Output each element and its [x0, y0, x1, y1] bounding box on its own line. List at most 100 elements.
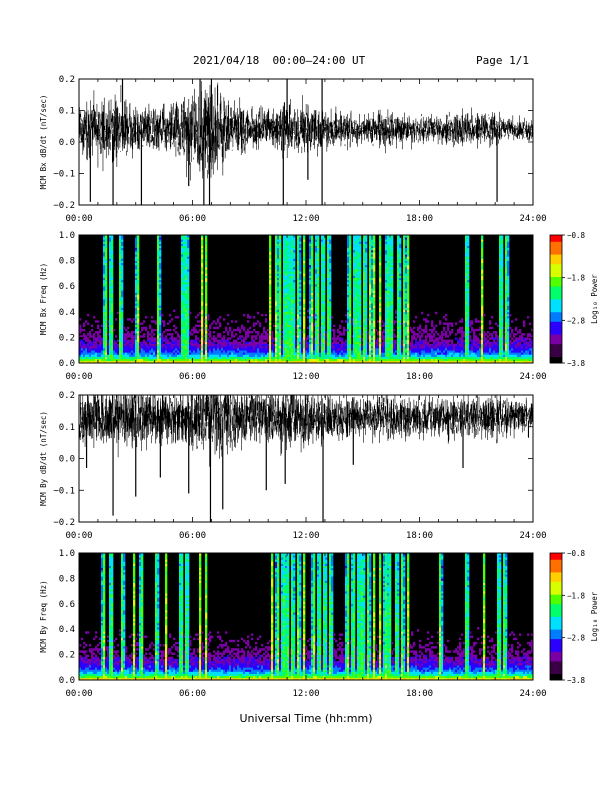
heatmap-cell	[299, 333, 302, 336]
heatmap-cell	[191, 350, 194, 353]
heatmap-cell	[285, 356, 288, 360]
heatmap-cell	[401, 322, 404, 325]
heatmap-cell	[111, 249, 114, 253]
heatmap-cell	[365, 290, 368, 293]
heatmap-cell	[113, 354, 116, 357]
heatmap-cell	[137, 328, 140, 332]
heatmap-cell	[383, 358, 386, 362]
heatmap-cell	[157, 348, 160, 351]
heatmap-cell	[109, 249, 112, 253]
heatmap-cell	[113, 328, 116, 332]
heatmap-cell	[111, 356, 114, 360]
heatmap-cell	[287, 256, 290, 259]
heatmap-cell	[319, 333, 322, 336]
heatmap-cell	[201, 352, 204, 355]
heatmap-cell	[265, 313, 268, 317]
heatmap-cell	[365, 296, 368, 300]
heatmap-cell	[181, 290, 184, 293]
heatmap-cell	[393, 328, 396, 332]
heatmap-cell	[289, 316, 292, 319]
heatmap-cell	[205, 358, 208, 362]
heatmap-cell	[109, 286, 112, 289]
heatmap-cell	[349, 331, 352, 334]
heatmap-cell	[79, 345, 82, 349]
heatmap-cell	[109, 348, 112, 351]
heatmap-cell	[193, 331, 196, 334]
heatmap-cell	[289, 328, 292, 332]
heatmap-cell	[395, 358, 398, 362]
heatmap-cell	[187, 245, 190, 249]
heatmap-cell	[333, 358, 336, 362]
heatmap-cell	[201, 237, 204, 240]
heatmap-cell	[283, 254, 286, 257]
heatmap-cell	[223, 348, 226, 351]
heatmap-cell	[285, 343, 288, 347]
heatmap-cell	[397, 335, 400, 338]
heatmap-cell	[205, 311, 208, 315]
heatmap-cell	[159, 345, 162, 349]
heatmap-cell	[379, 275, 382, 278]
heatmap-cell	[239, 331, 242, 334]
heatmap-cell	[317, 313, 320, 317]
heatmap-cell	[397, 292, 400, 296]
heatmap-cell	[279, 271, 282, 274]
heatmap-cell	[105, 284, 108, 287]
heatmap-cell	[359, 254, 362, 257]
heatmap-cell	[103, 350, 106, 353]
heatmap-cell	[379, 264, 382, 268]
heatmap-cell	[359, 286, 362, 289]
heatmap-cell	[363, 348, 366, 351]
heatmap-cell	[313, 345, 316, 349]
heatmap-cell	[205, 271, 208, 274]
heatmap-cell	[289, 271, 292, 274]
heatmap-cell	[231, 358, 234, 362]
heatmap-cell	[185, 237, 188, 240]
heatmap-cell	[227, 350, 230, 353]
heatmap-cell	[179, 335, 182, 338]
heatmap-cell	[387, 348, 390, 351]
heatmap-cell	[173, 341, 176, 345]
heatmap-cell	[297, 267, 300, 270]
heatmap-cell	[175, 343, 178, 347]
heatmap-cell	[127, 360, 130, 364]
heatmap-cell	[379, 241, 382, 244]
heatmap-cell	[379, 358, 382, 362]
heatmap-cell	[287, 318, 290, 321]
heatmap-cell	[111, 288, 114, 291]
heatmap-cell	[321, 290, 324, 293]
heatmap-cell	[103, 335, 106, 338]
heatmap-cell	[283, 318, 286, 321]
heatmap-cell	[297, 326, 300, 330]
heatmap-cell	[391, 335, 394, 338]
heatmap-cell	[205, 249, 208, 253]
heatmap-cell	[297, 247, 300, 251]
heatmap-cell	[103, 316, 106, 319]
heatmap-cell	[121, 352, 124, 355]
heatmap-cell	[125, 333, 128, 336]
heatmap-cell	[215, 337, 218, 340]
heatmap-cell	[189, 358, 192, 362]
heatmap-cell	[185, 299, 188, 302]
heatmap-cell	[283, 328, 286, 332]
heatmap-cell	[337, 345, 340, 349]
heatmap-cell	[329, 239, 332, 242]
heatmap-cell	[389, 343, 392, 347]
heatmap-cell	[187, 249, 190, 253]
heatmap-cell	[371, 245, 374, 249]
heatmap-cell	[103, 339, 106, 342]
heatmap-cell	[271, 354, 274, 357]
heatmap-cell	[391, 316, 394, 319]
heatmap-cell	[107, 320, 110, 323]
heatmap-cell	[309, 247, 312, 251]
heatmap-cell	[147, 339, 150, 342]
heatmap-cell	[363, 354, 366, 357]
heatmap-cell	[169, 354, 172, 357]
heatmap-cell	[141, 354, 144, 357]
heatmap-cell	[279, 245, 282, 249]
heatmap-cell	[165, 350, 168, 353]
heatmap-cell	[277, 350, 280, 353]
heatmap-cell	[397, 337, 400, 340]
heatmap-cell	[155, 337, 158, 340]
heatmap-cell	[175, 345, 178, 349]
heatmap-cell	[135, 335, 138, 338]
